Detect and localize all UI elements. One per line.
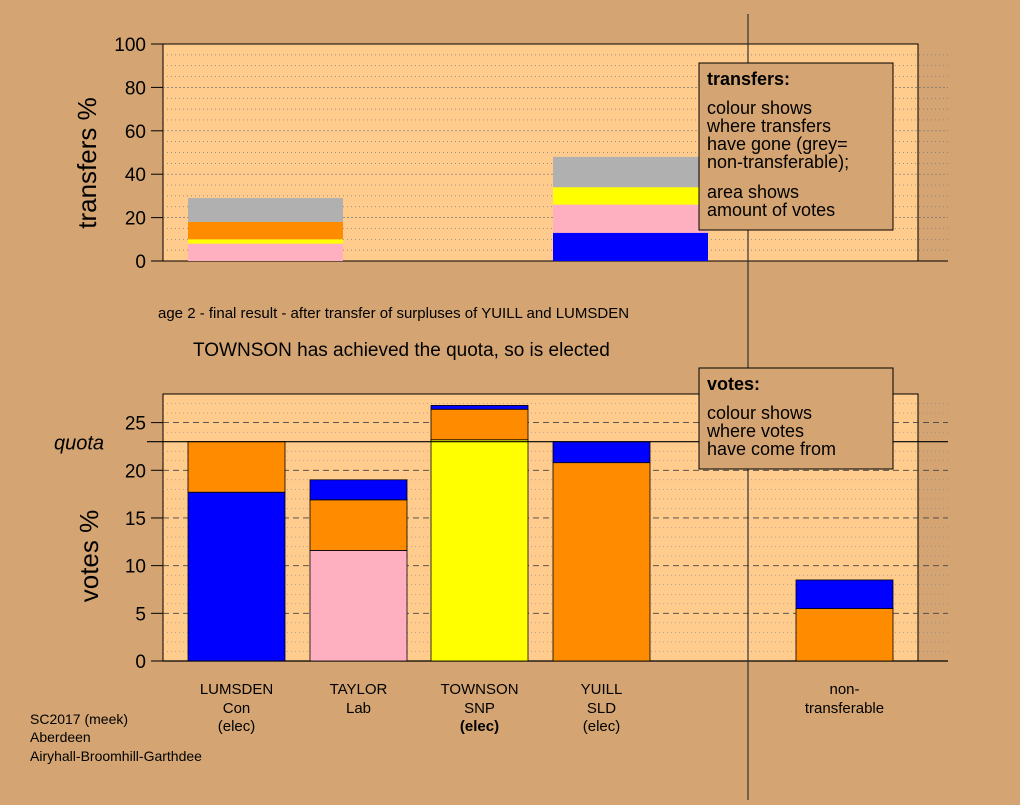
transfer-segment-Lab <box>553 204 708 233</box>
votes-legend-line: colour shows <box>707 403 812 423</box>
election-name: SC2017 (meek) <box>30 711 128 727</box>
candidate-name: YUILL <box>581 681 623 698</box>
votes-y-tick-label: 0 <box>135 652 146 673</box>
votes-y-tick-label: 20 <box>125 461 146 482</box>
transfers-legend-line: where transfers <box>706 116 831 136</box>
transfers-legend-line: area shows <box>707 182 799 202</box>
transfers-y-tick-label: 80 <box>125 78 146 99</box>
candidate-name: non- <box>829 681 859 698</box>
vote-segment-Con <box>430 405 529 410</box>
transfers-legend: transfers: colour shows where transfers … <box>698 62 894 231</box>
transfers-y-tick-label: 0 <box>135 252 146 273</box>
transfer-segment-Con <box>553 232 708 261</box>
candidate-party: SNP <box>464 700 495 717</box>
transfer-segment-Lab <box>188 243 343 261</box>
votes-bars <box>187 405 894 662</box>
votes-legend-line: where votes <box>706 421 804 441</box>
candidate-party: SLD <box>587 700 616 717</box>
vote-segment-Con <box>187 491 286 662</box>
transfer-segment-nontransferable <box>188 198 343 222</box>
votes-legend-line: have come from <box>707 439 836 459</box>
vote-segment-Con <box>552 441 651 464</box>
transfers-legend-box <box>698 62 894 231</box>
candidate-labels: LUMSDENCon(elec)TAYLORLabTOWNSONSNP(elec… <box>200 681 884 735</box>
transfer-segment-nontransferable <box>553 156 708 188</box>
votes-legend-title: votes: <box>707 374 760 394</box>
stage-caption: age 2 - final result - after transfer of… <box>158 305 629 322</box>
votes-y-axis-label: votes % <box>74 510 104 603</box>
status-message: TOWNSON has achieved the quota, so is el… <box>193 340 610 361</box>
transfers-y-tick-label: 60 <box>125 122 146 143</box>
transfers-legend-line: amount of votes <box>707 200 835 220</box>
votes-y-ticks: 0 5 10 15 20 25 <box>125 414 163 673</box>
transfers-y-tick-label: 40 <box>125 165 146 186</box>
candidate-name: TOWNSON <box>440 681 518 698</box>
votes-legend-box <box>698 367 894 470</box>
candidate-status: (elec) <box>583 718 621 735</box>
vote-segment-Con <box>309 479 408 501</box>
vote-segment-SLD <box>795 608 894 662</box>
votes-y-tick-label: 15 <box>125 509 146 530</box>
transfers-y-tick-label: 100 <box>114 35 146 56</box>
candidate-party: Con <box>223 700 251 717</box>
transfers-legend-line: colour shows <box>707 98 812 118</box>
ward-name: Airyhall-Broomhill-Garthdee <box>30 748 202 764</box>
transfers-y-tick-label: 20 <box>125 209 146 230</box>
transfers-legend-line: non-transferable); <box>707 152 849 172</box>
candidate-party: transferable <box>805 700 884 717</box>
candidate-status: (elec) <box>460 718 499 735</box>
candidate-party: Lab <box>346 700 371 717</box>
vote-segment-SLD <box>430 408 529 441</box>
vote-segment-Con <box>795 579 894 609</box>
vote-segment-SNP <box>430 439 529 662</box>
votes-y-tick-label: 10 <box>125 557 146 578</box>
election-info: SC2017 (meek) Aberdeen Airyhall-Broomhil… <box>30 711 202 764</box>
candidate-name: LUMSDEN <box>200 681 273 698</box>
vote-segment-SLD <box>187 441 286 493</box>
transfers-bars <box>188 156 708 261</box>
transfer-segment-SNP <box>553 187 708 205</box>
transfers-legend-title: transfers: <box>707 69 790 89</box>
transfers-y-ticks: 0 20 40 60 80 100 <box>114 35 163 273</box>
council-name: Aberdeen <box>30 729 91 745</box>
transfer-segment-SLD <box>188 221 343 240</box>
candidate-status: (elec) <box>218 718 256 735</box>
transfers-y-axis-label: transfers % <box>72 97 102 229</box>
vote-segment-SLD <box>309 499 408 551</box>
vote-segment-SLD <box>552 462 651 662</box>
vote-segment-Lab <box>309 549 408 662</box>
transfers-legend-line: have gone (grey= <box>707 134 848 154</box>
votes-legend: votes: colour shows where votes have com… <box>698 367 894 470</box>
votes-y-tick-label: 25 <box>125 414 146 435</box>
candidate-name: TAYLOR <box>330 681 388 698</box>
quota-label: quota <box>54 433 104 455</box>
transfer-segment-SNP <box>188 239 343 244</box>
votes-y-tick-label: 5 <box>135 604 146 625</box>
